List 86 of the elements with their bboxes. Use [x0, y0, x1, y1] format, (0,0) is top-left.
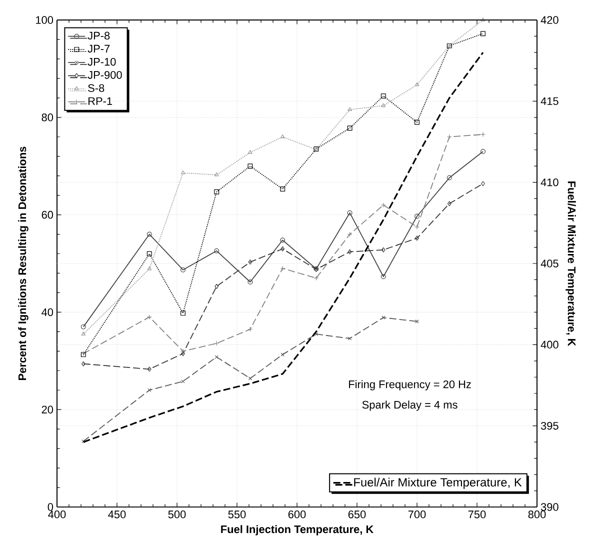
- annotation: Firing Frequency = 20 Hz: [349, 380, 471, 390]
- point: [248, 280, 253, 284]
- y2-tick-label: 400: [540, 340, 558, 349]
- point: [146, 314, 152, 320]
- point: [348, 107, 352, 111]
- point: [280, 246, 285, 252]
- point: [347, 126, 352, 131]
- legend-label: RP-1: [88, 97, 112, 105]
- point: [380, 202, 386, 208]
- point: [415, 320, 419, 324]
- point: [181, 380, 185, 384]
- y-tick-label: 0: [48, 503, 54, 511]
- point: [214, 284, 219, 289]
- point: [414, 224, 420, 230]
- point: [314, 332, 318, 336]
- x-tick-label: 700: [408, 510, 426, 518]
- legend-label: JP-7: [88, 44, 110, 53]
- point: [480, 132, 486, 137]
- legend-label: JP-10: [88, 58, 116, 66]
- point: [414, 214, 420, 219]
- point: [81, 332, 86, 336]
- point: [180, 310, 186, 316]
- point: [248, 260, 252, 265]
- y-tick-label: 80: [42, 114, 54, 122]
- point: [481, 181, 485, 186]
- y2-tick-label: 395: [540, 422, 558, 430]
- x-tick-label: 800: [528, 510, 546, 518]
- x-tick-label: 600: [288, 510, 306, 518]
- point: [348, 336, 352, 340]
- point: [81, 361, 86, 366]
- legend-label: S-8: [88, 84, 104, 92]
- point: [480, 31, 486, 36]
- annotation: Spark Delay = 4 ms: [362, 400, 458, 411]
- point: [347, 210, 352, 216]
- x-tick-label: 650: [348, 510, 366, 518]
- point: [415, 236, 419, 241]
- point: [248, 376, 252, 380]
- y2-tick-label: 415: [540, 97, 558, 105]
- point: [214, 355, 218, 359]
- x-tick-label: 750: [468, 510, 486, 518]
- point: [382, 316, 386, 320]
- point: [380, 93, 386, 98]
- point: [146, 251, 152, 256]
- line-series: [82, 52, 484, 443]
- x-axis-title: Fuel Injection Temperature, K: [221, 525, 374, 536]
- point: [248, 150, 252, 154]
- legend-label: JP-8: [88, 32, 110, 40]
- point: [480, 18, 486, 22]
- point: [248, 164, 253, 169]
- y2-tick-label: 390: [540, 503, 558, 511]
- point: [180, 348, 186, 354]
- y2-tick-label: 410: [540, 178, 558, 186]
- point: [380, 274, 386, 280]
- y-axis-title: Percent of Ignitions Resulting in Detonations: [18, 146, 28, 380]
- point: [147, 266, 152, 270]
- y2-tick-label: 405: [540, 260, 558, 268]
- point: [147, 366, 152, 372]
- point: [214, 189, 220, 194]
- legend-label: Fuel/Air Mixture Temperature, K: [354, 478, 522, 489]
- x-tick-label: 500: [168, 510, 186, 518]
- y-tick-label: 40: [42, 308, 54, 316]
- point: [447, 201, 452, 206]
- x-tick-label: 550: [228, 510, 246, 518]
- y-tick-label: 60: [42, 210, 54, 219]
- point: [214, 172, 219, 176]
- point: [414, 120, 420, 125]
- point: [280, 134, 285, 138]
- y-tick-label: 20: [42, 406, 54, 414]
- x-tick-label: 450: [108, 510, 126, 518]
- y-tick-label: 100: [36, 16, 54, 24]
- point: [181, 351, 185, 356]
- y2-axis-title: Fuel/Air Mixture Temperature, K: [566, 182, 576, 346]
- point: [381, 247, 386, 252]
- point: [446, 175, 452, 180]
- point: [414, 82, 420, 86]
- point: [180, 170, 186, 174]
- point: [214, 248, 220, 254]
- x-tick-label: 400: [48, 510, 66, 518]
- point: [146, 232, 152, 237]
- point: [381, 103, 386, 108]
- point: [280, 186, 286, 192]
- point: [280, 238, 286, 243]
- y2-tick-label: 420: [540, 16, 558, 24]
- point: [180, 267, 186, 272]
- point: [348, 249, 352, 254]
- legend-label: JP-900: [88, 71, 122, 79]
